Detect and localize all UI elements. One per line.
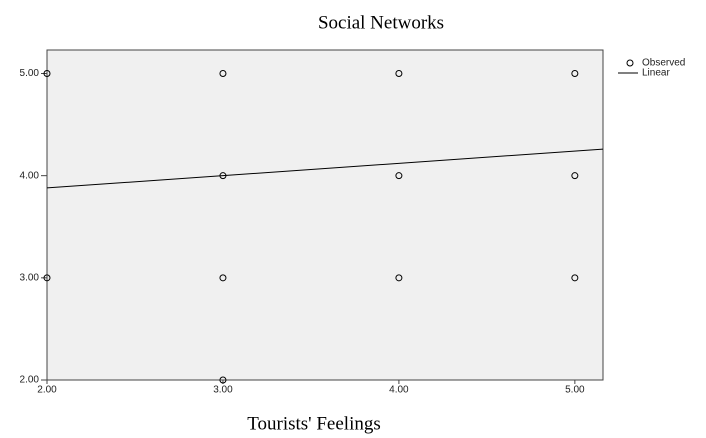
y-tick-label: 3.00	[20, 272, 40, 283]
x-tick-label: 3.00	[213, 385, 233, 396]
legend-label: Linear	[642, 68, 670, 79]
x-tick-label: 5.00	[565, 385, 585, 396]
chart-title: Social Networks	[318, 12, 444, 33]
y-tick-label: 5.00	[20, 68, 40, 79]
y-tick-label: 4.00	[20, 170, 40, 181]
x-tick-label: 4.00	[389, 385, 409, 396]
x-axis-title: Tourists' Feelings	[247, 413, 381, 434]
x-tick-label: 2.00	[37, 385, 57, 396]
chart: Social Networks Tourists' Feelings 2.00 3…	[0, 0, 706, 438]
legend-marker	[627, 60, 633, 66]
plot-area	[47, 50, 603, 380]
